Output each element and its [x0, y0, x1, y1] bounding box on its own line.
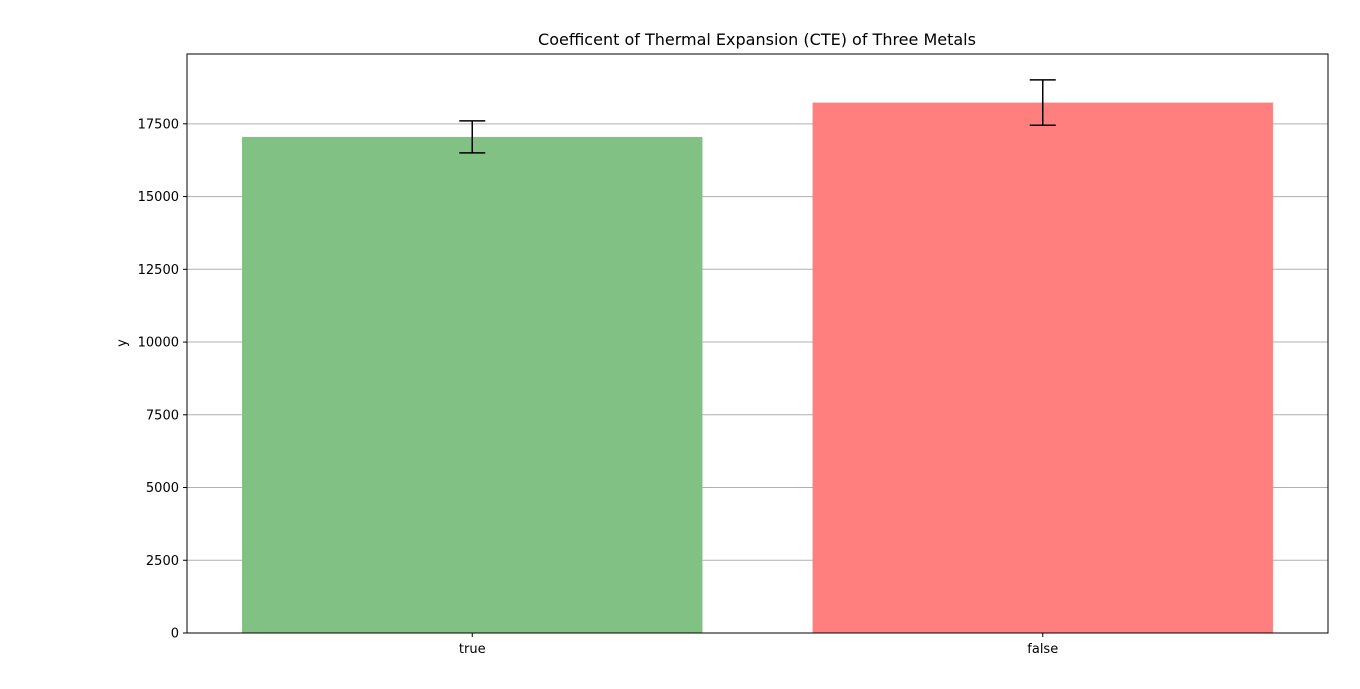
y-tick-label: 12500	[138, 263, 179, 278]
y-tick-label: 0	[171, 627, 179, 642]
y-tick-label: 5000	[146, 481, 179, 496]
error-bars	[459, 79, 1056, 154]
y-tick-label: 2500	[146, 554, 179, 569]
y-tick-label: 17500	[138, 117, 179, 132]
plot-frame	[186, 53, 1329, 634]
y-tick-label: 15000	[138, 190, 179, 205]
y-axis-label: y	[115, 339, 130, 347]
bars	[242, 102, 1273, 633]
x-tick-label: true	[459, 642, 486, 657]
bar-true	[242, 136, 703, 633]
x-axis: true false	[459, 633, 1058, 657]
y-axis: 0 2500 5000 7500 10000 12500 15000 17500	[138, 117, 187, 642]
bar-false	[812, 102, 1273, 633]
x-tick-label: false	[1027, 642, 1058, 657]
y-tick-label: 10000	[138, 336, 179, 351]
chart-title: Coefficent of Thermal Expansion (CTE) of…	[538, 30, 976, 49]
y-tick-label: 7500	[146, 408, 179, 423]
